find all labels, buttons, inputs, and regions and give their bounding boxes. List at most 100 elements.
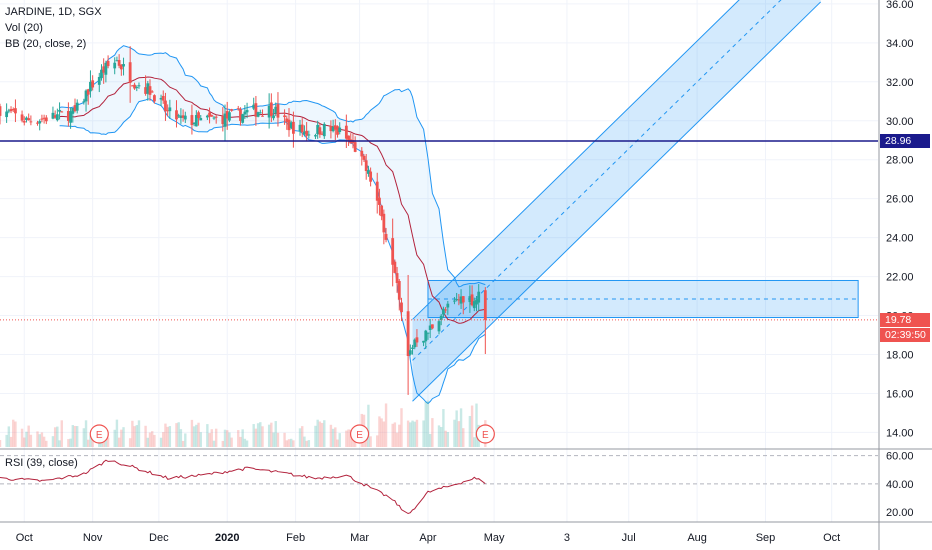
candle-body	[179, 115, 183, 118]
range-box	[427, 279, 859, 318]
volume-bar	[426, 400, 430, 447]
time-axis-tick-label: May	[484, 532, 505, 544]
candle-body	[426, 332, 430, 334]
volume-bar	[289, 438, 293, 447]
candle-body	[51, 112, 55, 119]
candle-body	[75, 102, 79, 111]
volume-bar	[53, 427, 57, 447]
volume-bar	[168, 426, 172, 447]
candle-body	[208, 112, 211, 117]
candle-body	[190, 115, 194, 126]
candle-body	[322, 123, 326, 137]
bollinger-indicator-label[interactable]: BB (20, close, 2)	[5, 38, 87, 50]
price-axis[interactable]: 36.00 34.00 32.00 30.00 28.00 26.00 24.00 22.00…	[886, 0, 914, 519]
candle-body	[344, 125, 348, 139]
candle-body	[457, 299, 461, 301]
time-axis[interactable]: Oct Nov Dec 2020 Feb Mar Apr May 3 Jul Aug Sep Oct	[16, 532, 841, 544]
volume-bar	[422, 420, 425, 447]
candle-body	[289, 122, 293, 128]
volume-bar	[440, 427, 443, 447]
volume-bar	[475, 403, 478, 447]
time-axis-tick-label: Oct	[823, 532, 840, 544]
volume-bar	[307, 440, 311, 447]
candle-body	[382, 213, 386, 233]
volume-bar	[199, 432, 202, 447]
candle-body	[7, 110, 11, 112]
candle-body	[369, 171, 373, 182]
candle-body	[221, 115, 225, 125]
candle-body	[102, 66, 106, 73]
candle-body	[181, 115, 185, 118]
candle-body	[254, 103, 258, 117]
candle-body	[318, 127, 322, 135]
candle-body	[183, 115, 187, 120]
price-axis-tick-label: 28.00	[886, 155, 914, 167]
candle-body	[329, 125, 333, 132]
volume-bar	[214, 428, 218, 447]
volume-bar	[470, 405, 474, 447]
volume-bar	[283, 432, 286, 447]
candle-body	[384, 233, 388, 240]
symbol-title[interactable]: JARDINE, 1D, SGX	[5, 6, 102, 18]
candle-body	[472, 301, 476, 309]
candle-body	[239, 109, 242, 121]
volume-bar	[318, 421, 322, 447]
volume-bar	[259, 422, 262, 447]
candle-body	[243, 111, 247, 115]
volume-bar	[241, 429, 244, 447]
volume-bar	[45, 440, 48, 447]
volume-bar	[316, 419, 319, 447]
rsi-indicator-label[interactable]: RSI (39, close)	[5, 457, 78, 469]
candle-body	[153, 95, 156, 102]
volume-bar	[91, 437, 94, 447]
volume-bar	[398, 424, 401, 447]
candle-body	[395, 273, 399, 283]
candle-body	[150, 91, 154, 93]
volume-bar	[395, 432, 399, 447]
volume-bar	[7, 426, 11, 447]
rsi-line	[0, 459, 486, 515]
volume-bar	[237, 430, 240, 447]
candle-body	[9, 109, 13, 112]
volume-bar	[274, 421, 277, 447]
volume-bar	[181, 440, 185, 447]
candle-body	[194, 115, 198, 127]
price-axis-tick-label: 26.00	[886, 194, 914, 206]
candle-body	[391, 238, 395, 265]
volume-bar	[89, 435, 92, 447]
price-axis-tick-label: 16.00	[886, 388, 914, 400]
candle-body	[269, 102, 273, 116]
volume-bar	[285, 440, 288, 447]
candle-body	[104, 62, 108, 75]
volume-bar	[106, 437, 110, 447]
candle-body	[119, 64, 123, 70]
regression-channel[interactable]	[412, 0, 821, 402]
volume-bar	[347, 429, 350, 447]
volume-bar	[267, 424, 271, 447]
candle-body	[252, 104, 256, 109]
candle-body	[117, 60, 121, 66]
volume-bar	[428, 433, 432, 447]
candle-body	[71, 107, 75, 114]
volume-bar	[197, 422, 200, 447]
price-axis-tick-label: 34.00	[886, 38, 914, 50]
volume-bar	[424, 401, 427, 447]
candle-body	[397, 281, 401, 300]
candle-body	[446, 303, 450, 308]
candle-body	[42, 117, 46, 119]
candle-body	[0, 106, 2, 116]
price-range-box[interactable]	[427, 279, 859, 318]
candle-body	[36, 122, 39, 124]
volume-bar	[442, 409, 445, 447]
volume-bar	[431, 418, 434, 447]
candle-body	[86, 89, 90, 95]
volume-bar	[367, 404, 370, 447]
volume-bar	[223, 429, 227, 447]
volume-indicator-label[interactable]: Vol (20)	[5, 22, 43, 34]
candle-body	[378, 197, 381, 205]
candle-body	[97, 76, 101, 85]
price-axis-tick-label: 30.00	[886, 116, 914, 128]
candle-body	[367, 170, 370, 174]
